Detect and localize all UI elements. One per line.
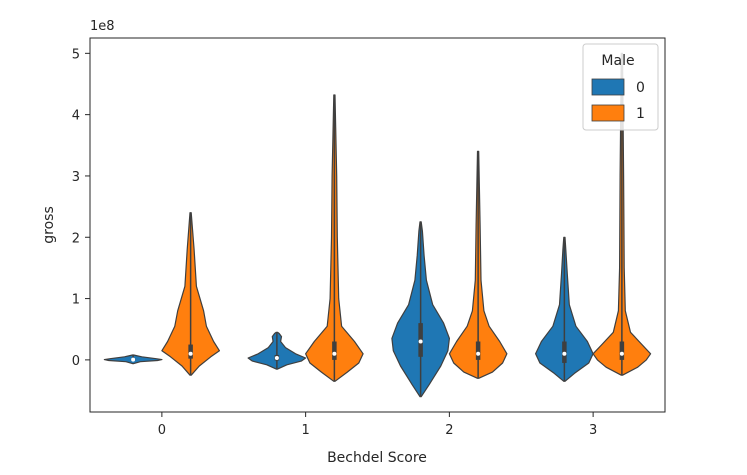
y-axis-label: gross (41, 206, 57, 244)
violins-layer (103, 52, 652, 398)
legend-label-male-0: 0 (636, 80, 645, 96)
x-axis-label: Bechdel Score (327, 450, 427, 466)
legend: Male 0 1 (582, 43, 659, 131)
y-axis-offset-text: 1e8 (90, 19, 115, 34)
legend-swatch-male-0 (591, 78, 625, 96)
violin-median-bechdel-3-male-1 (619, 351, 624, 356)
plot-area-frame (89, 37, 666, 413)
y-tick-label: 0 (72, 354, 80, 369)
violin-median-bechdel-2-male-1 (476, 351, 481, 356)
legend-label-male-1: 1 (636, 106, 645, 122)
violin-median-bechdel-2-male-0 (418, 339, 423, 344)
legend-swatch-male-1 (591, 104, 625, 122)
violin-median-bechdel-1-male-1 (332, 351, 337, 356)
y-tick-label: 5 (72, 47, 80, 62)
x-tick-label: 1 (301, 423, 309, 438)
violin-median-bechdel-3-male-0 (562, 351, 567, 356)
y-tick-label: 3 (72, 170, 80, 185)
y-tick-label: 2 (72, 231, 80, 246)
x-tick-label: 3 (589, 423, 597, 438)
x-tick-label: 0 (158, 423, 166, 438)
legend-title: Male (601, 53, 634, 69)
violin-median-bechdel-0-male-1 (188, 351, 193, 356)
violin-median-bechdel-1-male-0 (274, 356, 279, 361)
violin-median-bechdel-0-male-0 (131, 357, 136, 362)
y-tick-label: 4 (72, 109, 80, 124)
y-axis-ticks: 0 1 2 3 4 5 (72, 47, 90, 369)
y-tick-label: 1 (72, 293, 80, 308)
x-axis-ticks: 0 1 2 3 (158, 412, 597, 438)
x-tick-label: 2 (445, 423, 453, 438)
